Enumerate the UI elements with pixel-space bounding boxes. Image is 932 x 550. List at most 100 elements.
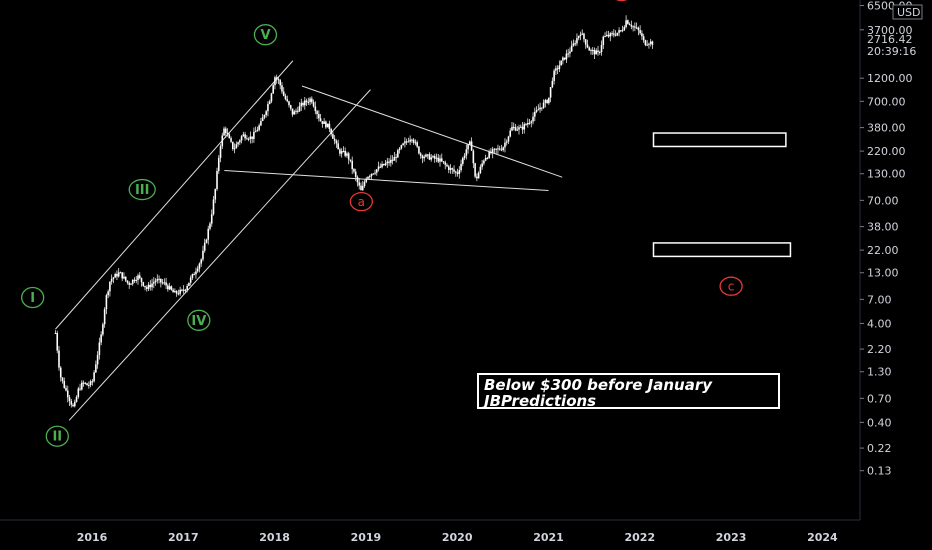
- candle-body: [602, 36, 605, 46]
- y-tick-label: 2.20: [867, 343, 892, 356]
- candle-body: [462, 158, 464, 164]
- candle-body: [609, 33, 612, 37]
- candle-body: [512, 126, 515, 128]
- candle-body: [454, 171, 457, 173]
- candle-body: [535, 110, 538, 112]
- candle-body: [534, 111, 536, 117]
- candle-body: [623, 26, 626, 31]
- candle-body: [428, 154, 431, 160]
- wave-label-circle: [253, 24, 278, 46]
- candle-body: [153, 282, 155, 284]
- candle-body: [307, 101, 310, 103]
- candle-body: [131, 279, 134, 284]
- candle-body: [447, 166, 450, 170]
- candle-body: [574, 43, 576, 45]
- candle-body: [590, 49, 592, 51]
- candle-body: [156, 279, 159, 281]
- candle-body: [562, 57, 564, 61]
- candle-body: [556, 68, 559, 70]
- candle-body: [444, 162, 447, 165]
- candle-body: [200, 259, 203, 264]
- y-tick-label: 3700.00: [867, 24, 913, 37]
- candle-body: [375, 169, 378, 173]
- candle-layer: [54, 15, 654, 408]
- candle-body: [351, 160, 354, 170]
- candle-body: [577, 35, 580, 39]
- candle-body: [367, 176, 369, 179]
- zone-2: [652, 242, 792, 258]
- candle-body: [440, 158, 443, 162]
- candle-body: [651, 41, 654, 45]
- candle-body: [207, 228, 210, 240]
- y-tick-label: 0.70: [867, 392, 892, 405]
- candle-body: [635, 27, 638, 29]
- candle-body: [247, 138, 250, 140]
- candle-body: [560, 60, 562, 66]
- candle-body: [70, 401, 73, 405]
- candle-body: [137, 275, 139, 280]
- candle-body: [284, 95, 287, 100]
- candle-body: [124, 276, 127, 281]
- candle-body: [68, 397, 71, 402]
- candle-body: [555, 68, 557, 71]
- candle-body: [507, 136, 510, 142]
- candle-body: [632, 26, 634, 28]
- candle-body: [191, 274, 194, 278]
- candle-body: [318, 114, 320, 119]
- candle-body: [142, 282, 145, 286]
- candle-body: [335, 140, 338, 144]
- candle-body: [119, 272, 122, 274]
- candle-body: [402, 143, 404, 146]
- candle-body: [593, 49, 596, 55]
- candle-body: [195, 271, 197, 275]
- candle-body: [474, 163, 476, 177]
- trendline-layer: [55, 60, 563, 421]
- candle-body: [541, 107, 543, 109]
- candle-body: [572, 43, 575, 46]
- candle-body: [224, 128, 227, 134]
- candle-body: [548, 97, 550, 104]
- candle-body: [325, 121, 327, 128]
- candle-body: [639, 30, 641, 34]
- candle-body: [63, 381, 66, 388]
- candle-body: [216, 170, 218, 190]
- candle-body: [613, 33, 615, 35]
- candle-body: [368, 176, 371, 178]
- candle-body: [383, 164, 385, 166]
- candle-body: [358, 182, 361, 186]
- candle-body: [237, 142, 239, 145]
- candle-body: [516, 129, 519, 131]
- x-tick-label: 2022: [624, 531, 655, 544]
- candle-body: [151, 283, 153, 288]
- candle-body: [56, 333, 59, 351]
- candle-body: [342, 150, 345, 152]
- candle-body: [158, 278, 160, 280]
- candle-body: [282, 91, 285, 96]
- candle-body: [484, 157, 487, 161]
- candle-body: [591, 49, 594, 51]
- candle-body: [337, 143, 339, 150]
- candle-body: [138, 275, 141, 278]
- candle-body: [133, 279, 136, 281]
- candle-body: [430, 157, 433, 160]
- candle-body: [439, 158, 441, 162]
- candle-body: [361, 185, 364, 191]
- channel-lower: [68, 89, 371, 421]
- y-tick-label: 700.00: [867, 95, 906, 108]
- candle-body: [404, 141, 406, 144]
- candle-body: [328, 123, 331, 130]
- candle-body: [326, 123, 329, 128]
- candle-body: [177, 293, 180, 295]
- candle-body: [209, 223, 211, 229]
- candle-body: [296, 110, 299, 112]
- candle-body: [365, 178, 368, 182]
- candle-body: [537, 109, 540, 111]
- y-tick-label: 1.30: [867, 366, 892, 379]
- candle-body: [193, 274, 195, 276]
- x-tick-label: 2018: [259, 531, 290, 544]
- candle-body: [340, 151, 343, 154]
- candle-body: [558, 65, 561, 70]
- y-tick-label: 13.00: [867, 267, 899, 280]
- wave-label-circle: [719, 276, 743, 296]
